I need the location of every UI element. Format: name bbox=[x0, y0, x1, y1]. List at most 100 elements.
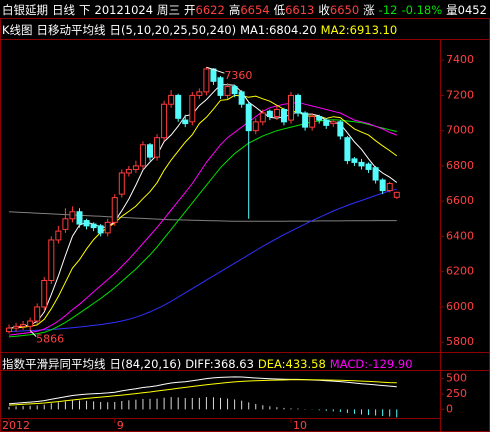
candle-body bbox=[104, 221, 111, 234]
annotation-leader bbox=[29, 330, 37, 337]
candle-body bbox=[132, 165, 139, 170]
candle-body bbox=[224, 86, 231, 96]
candle-body bbox=[358, 161, 365, 167]
candle-body bbox=[90, 223, 97, 229]
tag: 下 bbox=[79, 3, 91, 17]
date: 20121024 bbox=[94, 3, 154, 17]
label: 涨 bbox=[363, 3, 375, 17]
y-tick-label: 6200 bbox=[446, 265, 474, 278]
candle-body bbox=[295, 94, 302, 114]
candle-body bbox=[302, 112, 309, 128]
value: 6622 bbox=[195, 3, 225, 17]
candle-body bbox=[252, 121, 259, 132]
candle-body bbox=[238, 91, 245, 105]
candle-body bbox=[55, 230, 62, 241]
candle-body bbox=[48, 239, 55, 281]
label: 低 bbox=[273, 3, 286, 17]
candle-body bbox=[288, 94, 294, 121]
candle-body bbox=[196, 91, 203, 96]
y-tick-label: 6800 bbox=[446, 159, 474, 172]
candle-body bbox=[273, 109, 280, 118]
candle-body bbox=[6, 327, 12, 333]
candle-body bbox=[245, 103, 252, 132]
candle-body bbox=[189, 94, 196, 123]
x-tick-label: 10 bbox=[293, 419, 307, 432]
candle-body bbox=[330, 121, 337, 125]
candle-body bbox=[111, 197, 118, 223]
ma-line bbox=[8, 188, 397, 333]
candle-body bbox=[217, 77, 224, 96]
ma-line bbox=[8, 376, 397, 405]
candle-body bbox=[386, 183, 393, 192]
macd-legend: 指数平滑异同平均线 日(84,20,16) DIFF:368.63 DEA:433.5… bbox=[2, 356, 417, 372]
y-tick-label: 500 bbox=[446, 372, 467, 385]
volume: 量0452 bbox=[446, 3, 487, 17]
candle-body bbox=[76, 211, 83, 225]
candle-body bbox=[280, 109, 287, 123]
period: 日线 bbox=[52, 3, 75, 17]
candle-body bbox=[344, 137, 351, 162]
candle-body bbox=[259, 112, 266, 123]
candle-body bbox=[379, 179, 386, 192]
candle-body bbox=[309, 116, 316, 128]
ma-line bbox=[8, 379, 397, 406]
candle-body bbox=[27, 320, 34, 327]
candle-body bbox=[69, 211, 76, 220]
legend-text: MA2:6913.10 bbox=[320, 23, 398, 37]
candle-body bbox=[210, 68, 217, 82]
candle-body bbox=[323, 119, 330, 126]
candle-body bbox=[62, 218, 69, 230]
high-annotation: 7360 bbox=[224, 69, 252, 82]
y-tick-label: 7200 bbox=[446, 88, 474, 101]
candle-body bbox=[203, 68, 210, 93]
legend-text: 日移动平均线 bbox=[36, 23, 106, 37]
candle-body bbox=[393, 191, 400, 198]
candle-body bbox=[13, 325, 20, 329]
x-tick-label: 2012 bbox=[2, 419, 30, 432]
candle-body bbox=[154, 137, 161, 158]
candle-body bbox=[20, 324, 27, 327]
candle-body bbox=[351, 158, 358, 163]
label: 开 bbox=[184, 3, 196, 17]
y-tick-label: 7400 bbox=[446, 53, 474, 66]
legend-text: DIFF:368.63 bbox=[185, 357, 254, 371]
candle-body bbox=[161, 103, 168, 139]
candle-body bbox=[125, 168, 132, 174]
value: -12 bbox=[378, 3, 398, 17]
candle-body bbox=[41, 279, 48, 308]
candle-body bbox=[372, 167, 379, 181]
x-tick-label: 9 bbox=[117, 419, 124, 432]
weekday: 周三 bbox=[157, 3, 181, 17]
legend-text: K线图 bbox=[2, 23, 33, 37]
annotation-leader bbox=[206, 66, 225, 74]
ma-line bbox=[8, 119, 397, 338]
top-bar: 白银延期 日线下 20121024 周三 开6622 高6654 低6613 收6650 涨 -1… bbox=[2, 2, 490, 18]
candle-body bbox=[139, 144, 146, 167]
y-tick-label: 6400 bbox=[446, 229, 474, 242]
value: -0.18% bbox=[401, 3, 443, 17]
ma-legend: K线图 日移动平均线 日(5,10,20,25,50,240) MA1:6804.20… bbox=[2, 22, 401, 38]
candle-body bbox=[118, 172, 125, 195]
y-tick-label: 7000 bbox=[446, 124, 474, 137]
candle-body bbox=[337, 121, 344, 137]
candle-body bbox=[147, 144, 153, 158]
value: 6613 bbox=[285, 3, 315, 17]
candle-body bbox=[231, 86, 238, 95]
ma-line bbox=[8, 84, 398, 329]
y-tick-label: 6600 bbox=[446, 194, 474, 207]
y-tick-label: 250 bbox=[446, 387, 467, 400]
value: 6654 bbox=[240, 3, 270, 17]
ma-line bbox=[8, 94, 398, 329]
legend-text: MA1:6804.20 bbox=[240, 23, 317, 37]
candle-body bbox=[83, 220, 90, 227]
legend-text: 指数平滑异同平均线 bbox=[2, 357, 106, 371]
legend-text: MACD:-129.90 bbox=[329, 357, 413, 371]
candle-body bbox=[168, 94, 175, 105]
candle-body bbox=[34, 306, 41, 322]
legend-text: 日(84,20,16) bbox=[109, 357, 182, 371]
legend-text: 日(5,10,20,25,50,240) bbox=[109, 23, 237, 37]
candle-body bbox=[365, 163, 372, 170]
y-tick-label: 5800 bbox=[446, 335, 474, 348]
